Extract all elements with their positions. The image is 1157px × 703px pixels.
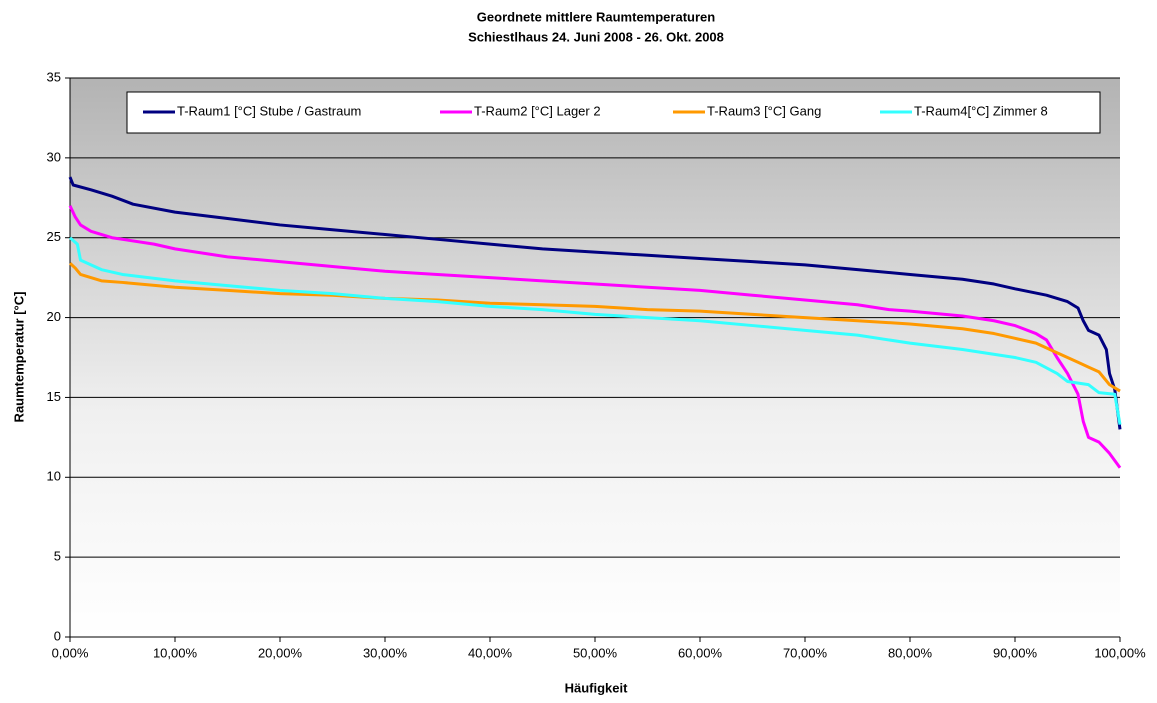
lines — [68, 176, 1122, 469]
y-tick-label: 10 — [47, 469, 61, 484]
series-line — [68, 176, 1122, 430]
chart-subtitle: Schiestlhaus 24. Juni 2008 - 26. Okt. 20… — [468, 29, 724, 44]
x-tick-label: 0,00% — [52, 645, 89, 660]
x-tick-label: 10,00% — [153, 645, 198, 660]
y-tick-label: 15 — [47, 389, 61, 404]
plot-area — [70, 78, 1120, 637]
legend-label: T-Raum2 [°C] Lager 2 — [474, 103, 601, 118]
legend-items: T-Raum1 [°C] Stube / Gastraum T-Raum2 [°C… — [143, 103, 1048, 118]
x-axis-label: Häufigkeit — [565, 680, 629, 695]
y-axis-label: Raumtemperatur [°C] — [11, 292, 26, 423]
series-line — [68, 205, 1122, 469]
legend — [126, 91, 1101, 134]
legend-label: T-Raum3 [°C] Gang — [707, 103, 821, 118]
series-line — [69, 236, 1122, 425]
x-tick-label: 40,00% — [468, 645, 513, 660]
y-tick-label: 35 — [47, 69, 61, 84]
x-tick-label: 70,00% — [783, 645, 828, 660]
x-tick-label: 20,00% — [258, 645, 303, 660]
y-tick-label: 30 — [47, 149, 61, 164]
legend-label: T-Raum4[°C] Zimmer 8 — [914, 103, 1048, 118]
legend-label: T-Raum1 [°C] Stube / Gastraum — [177, 103, 361, 118]
y-tick-label: 20 — [47, 309, 61, 324]
y-tick-label: 25 — [47, 229, 61, 244]
x-tick-label: 90,00% — [993, 645, 1038, 660]
x-tick-label: 50,00% — [573, 645, 618, 660]
x-tick-label: 30,00% — [363, 645, 408, 660]
x-tick-label: 80,00% — [888, 645, 933, 660]
x-tick-label: 100,00% — [1094, 645, 1146, 660]
y-tick-label: 5 — [54, 549, 61, 564]
x-tick-label: 60,00% — [678, 645, 723, 660]
grid: 0 5 10 15 20 25 30 35 0,00% 10,00% 20,00% 30,00% 40,… — [47, 69, 1147, 660]
y-tick-label: 0 — [54, 628, 61, 643]
chart-title: Geordnete mittlere Raumtemperaturen — [477, 9, 715, 24]
series-line — [68, 262, 1121, 393]
